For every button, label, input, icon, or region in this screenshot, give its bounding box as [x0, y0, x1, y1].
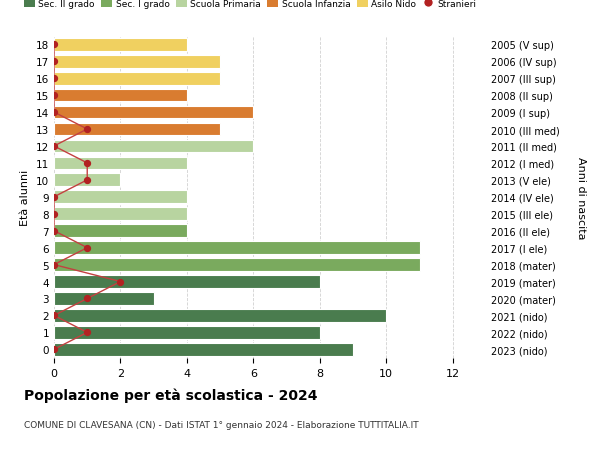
Bar [54, 343, 353, 356]
Text: COMUNE DI CLAVESANA (CN) - Dati ISTAT 1° gennaio 2024 - Elaborazione TUTTITALIA.: COMUNE DI CLAVESANA (CN) - Dati ISTAT 1°… [24, 420, 419, 429]
Y-axis label: Anni di nascita: Anni di nascita [576, 156, 586, 239]
Point [49, 228, 59, 235]
Point [82, 160, 92, 167]
Point [82, 295, 92, 302]
Bar [54, 275, 320, 288]
Bar [54, 242, 419, 254]
Point [49, 312, 59, 319]
Point [49, 261, 59, 269]
Point [49, 143, 59, 150]
Bar [54, 292, 154, 305]
Text: Popolazione per età scolastica - 2024: Popolazione per età scolastica - 2024 [24, 388, 317, 403]
Point [82, 245, 92, 252]
Point [49, 58, 59, 66]
Bar [54, 157, 187, 170]
Bar [54, 259, 419, 271]
Bar [54, 309, 386, 322]
Bar [54, 191, 187, 204]
Point [49, 211, 59, 218]
Bar [54, 140, 253, 153]
Point [82, 329, 92, 336]
Bar [54, 73, 220, 85]
Bar [54, 90, 187, 102]
Point [49, 109, 59, 117]
Bar [54, 106, 253, 119]
Bar [54, 39, 187, 51]
Point [116, 278, 125, 285]
Point [82, 177, 92, 184]
Bar [54, 326, 320, 339]
Point [82, 126, 92, 134]
Point [49, 92, 59, 100]
Legend: Sec. II grado, Sec. I grado, Scuola Primaria, Scuola Infanzia, Asilo Nido, Stran: Sec. II grado, Sec. I grado, Scuola Prim… [24, 0, 476, 9]
Bar [54, 208, 187, 221]
Point [49, 75, 59, 83]
Bar [54, 123, 220, 136]
Bar [54, 174, 121, 187]
Point [49, 194, 59, 201]
Point [49, 346, 59, 353]
Y-axis label: Età alunni: Età alunni [20, 169, 31, 225]
Bar [54, 225, 187, 237]
Bar [54, 56, 220, 68]
Point [49, 41, 59, 49]
